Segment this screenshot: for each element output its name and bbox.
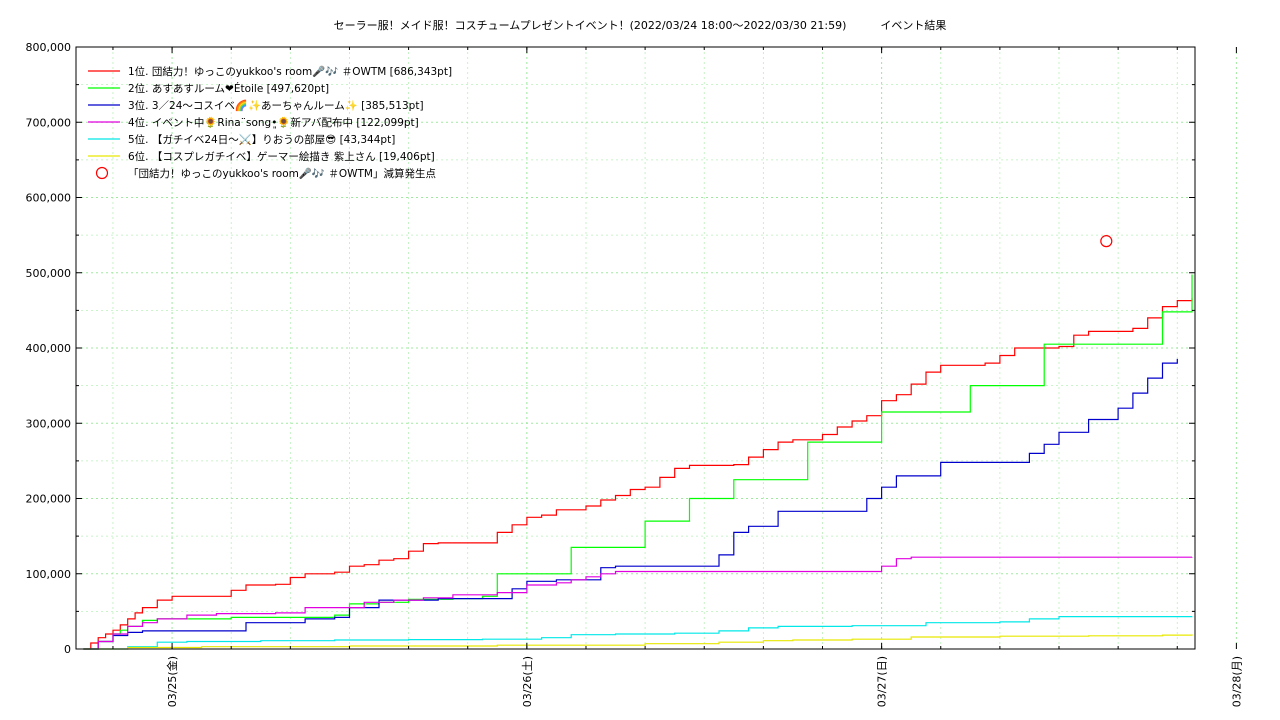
x-tick-label: 03/25(金): [165, 656, 179, 707]
chart-subtitle: イベント結果: [880, 19, 947, 32]
legend: 1位. 団結力！ゆっこのyukkoo's room🎤🎶 ＃OWTM [686,3…: [88, 65, 452, 180]
chart-title-row: セーラー服！メイド服！コスチュームプレゼントイベント！(2022/03/24 1…: [0, 17, 1280, 33]
y-tick-label: 400,000: [26, 342, 72, 355]
decrease-point-marker: [1100, 235, 1113, 248]
legend-marker-label: 「団結力！ゆっこのyukkoo's room🎤🎶 ＃OWTM」減算発生点: [128, 167, 436, 180]
x-tick-label: 03/28(月): [1230, 656, 1243, 707]
series-line-1: [83, 298, 1193, 650]
legend-label-2: 2位. あすあすルーム❤Étoile [497,620pt]: [128, 82, 329, 95]
y-tick-label: 100,000: [26, 568, 72, 581]
grid-layer: [76, 46, 1237, 650]
y-tick-label: 300,000: [26, 417, 72, 430]
legend-label-1: 1位. 団結力！ゆっこのyukkoo's room🎤🎶 ＃OWTM [686,3…: [128, 65, 452, 78]
legend-marker-symbol: [95, 166, 109, 180]
x-tick-label: 03/27(日): [876, 656, 889, 707]
x-tick-label: 03/26(土): [521, 656, 534, 707]
series-line-6: [83, 634, 1193, 650]
legend-label-5: 5位. 【ガチイベ24日〜⚔️】りおうの部屋😎 [43,344pt]: [128, 133, 395, 146]
series-line-3: [83, 358, 1178, 650]
y-tick-label: 500,000: [26, 267, 72, 280]
y-tick-label: 700,000: [26, 116, 72, 129]
y-tick-label: 600,000: [26, 192, 72, 205]
chart-title: セーラー服！メイド服！コスチュームプレゼントイベント！(2022/03/24 1…: [333, 19, 847, 32]
y-tick-label: 0: [64, 643, 71, 656]
series-line-5: [83, 616, 1193, 650]
tick-layer: 0 100,000 200,000 300,000 400,000 500,000 600,…: [26, 41, 1244, 707]
y-tick-label: 200,000: [26, 493, 72, 506]
series-line-2: [83, 274, 1193, 650]
y-tick-label: 800,000: [26, 41, 72, 54]
series-line-4: [83, 556, 1193, 650]
series-layer: [83, 235, 1193, 650]
legend-label-6: 6位. 【コスプレガチイベ】ゲーマー絵描き 紫上さん [19,406pt]: [128, 150, 435, 163]
legend-label-3: 3位. 3／24〜コスイベ🌈✨あーちゃんルーム✨ [385,513pt]: [128, 99, 424, 112]
legend-label-4: 4位. イベント中🌻Rina¨song•͈🌻新アバ配布中 [122,099pt]: [128, 116, 419, 129]
